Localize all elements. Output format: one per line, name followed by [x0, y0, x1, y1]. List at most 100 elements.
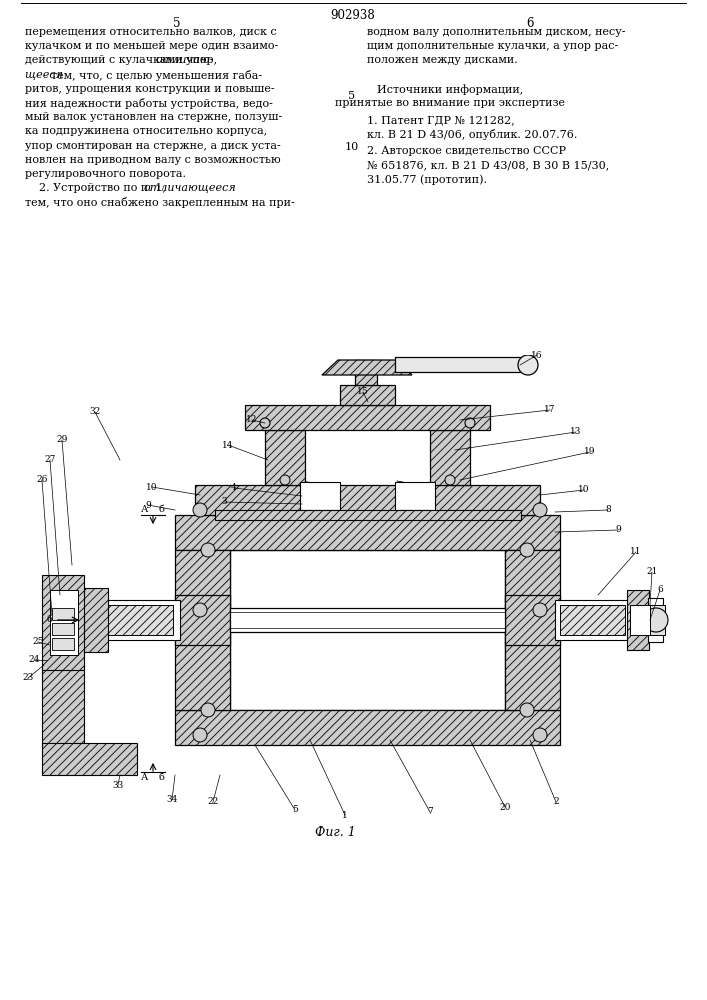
Text: отличаю-: отличаю-	[156, 55, 214, 65]
Text: 19: 19	[584, 448, 596, 456]
Bar	[505, 595, 560, 645]
Bar	[430, 430, 470, 485]
Bar	[395, 482, 435, 510]
Circle shape	[644, 608, 668, 632]
Circle shape	[193, 603, 207, 617]
Text: № 651876, кл. B 21 D 43/08, B 30 B 15/30,: № 651876, кл. B 21 D 43/08, B 30 B 15/30…	[367, 160, 609, 170]
Circle shape	[518, 355, 538, 375]
Text: 5: 5	[349, 91, 356, 101]
Bar	[648, 598, 663, 642]
Circle shape	[465, 418, 475, 428]
Text: тем, что, с целью уменьшения габа-: тем, что, с целью уменьшения габа-	[51, 70, 262, 81]
Text: 22: 22	[207, 798, 218, 806]
Bar	[230, 550, 505, 710]
Text: 11: 11	[630, 548, 642, 556]
Circle shape	[520, 703, 534, 717]
Text: новлен на приводном валу с возможностью: новлен на приводном валу с возможностью	[25, 155, 281, 165]
Text: ка подпружинена относительно корпуса,: ка подпружинена относительно корпуса,	[25, 126, 267, 136]
Circle shape	[533, 603, 547, 617]
Text: 17: 17	[544, 406, 556, 414]
Text: водном валу дополнительным диском, несу-: водном валу дополнительным диском, несу-	[367, 27, 626, 37]
Text: 902938: 902938	[331, 9, 375, 22]
Text: 34: 34	[166, 796, 177, 804]
Text: 32: 32	[89, 408, 100, 416]
Text: отличающееся: отличающееся	[144, 183, 236, 193]
Text: 5: 5	[173, 17, 181, 30]
Text: 9: 9	[145, 500, 151, 510]
Bar	[175, 515, 560, 550]
Text: 2. Устройство по п. 1,: 2. Устройство по п. 1,	[25, 183, 170, 193]
Bar	[215, 510, 521, 520]
Text: 12: 12	[246, 416, 257, 424]
Bar	[355, 360, 377, 385]
Polygon shape	[322, 360, 412, 375]
Text: ритов, упрощения конструкции и повыше-: ритов, упрощения конструкции и повыше-	[25, 84, 274, 94]
Bar	[42, 743, 137, 775]
Text: 5: 5	[292, 806, 298, 814]
Bar	[42, 665, 84, 745]
Text: А: А	[141, 504, 148, 514]
Text: кулачком и по меньшей мере один взаимо-: кулачком и по меньшей мере один взаимо-	[25, 41, 279, 51]
Bar	[42, 575, 84, 670]
Text: 2: 2	[553, 798, 559, 806]
Bar	[52, 608, 74, 620]
Text: Источники информации,: Источники информации,	[377, 84, 523, 95]
Bar	[265, 430, 305, 485]
Text: Фиг. 1: Фиг. 1	[315, 826, 356, 838]
Text: щим дополнительные кулачки, а упор рас-: щим дополнительные кулачки, а упор рас-	[367, 41, 618, 51]
Text: А: А	[141, 774, 148, 782]
Bar	[395, 357, 525, 372]
Bar	[340, 385, 395, 405]
Text: тем, что оно снабжено закрепленным на при-: тем, что оно снабжено закрепленным на пр…	[25, 197, 295, 208]
Text: 13: 13	[571, 428, 582, 436]
Polygon shape	[648, 605, 665, 635]
Text: 31.05.77 (прототип).: 31.05.77 (прототип).	[367, 175, 487, 185]
Text: б: б	[158, 504, 164, 514]
Text: 33: 33	[112, 780, 124, 790]
Bar	[627, 590, 649, 650]
Text: 4: 4	[231, 484, 237, 492]
Text: 23: 23	[23, 674, 34, 682]
Circle shape	[533, 503, 547, 517]
Text: регулировочного поворота.: регулировочного поворота.	[25, 169, 186, 179]
Text: 9: 9	[615, 526, 621, 534]
Text: мый валок установлен на стержне, ползуш-: мый валок установлен на стержне, ползуш-	[25, 112, 282, 122]
Bar	[630, 605, 650, 635]
Bar	[175, 710, 560, 745]
Text: ния надежности работы устройства, ведо-: ния надежности работы устройства, ведо-	[25, 98, 273, 109]
Text: 26: 26	[36, 476, 47, 485]
Circle shape	[201, 543, 215, 557]
Text: 6: 6	[657, 585, 663, 594]
Bar	[245, 405, 490, 430]
Bar	[195, 485, 540, 515]
Bar	[300, 482, 340, 510]
Bar	[505, 550, 560, 710]
Text: 2. Авторское свидетельство СССР: 2. Авторское свидетельство СССР	[367, 146, 566, 156]
Text: 14: 14	[222, 440, 234, 450]
Text: 24: 24	[28, 656, 40, 664]
Bar	[230, 608, 505, 632]
Text: 3: 3	[221, 497, 227, 506]
Text: 29: 29	[57, 436, 68, 444]
Bar	[108, 605, 173, 635]
Bar	[52, 623, 74, 635]
Text: 1. Патент ГДР № 121282,: 1. Патент ГДР № 121282,	[367, 115, 515, 125]
Circle shape	[201, 703, 215, 717]
Circle shape	[260, 418, 270, 428]
Text: 16: 16	[531, 351, 543, 360]
Text: упор смонтирован на стержне, а диск уста-: упор смонтирован на стержне, а диск уста…	[25, 141, 281, 151]
Text: действующий с кулачками упор,: действующий с кулачками упор,	[25, 55, 221, 65]
Text: 27: 27	[45, 456, 56, 464]
Bar	[175, 595, 230, 645]
Text: 20: 20	[499, 802, 510, 812]
Text: кл. B 21 D 43/06, опублик. 20.07.76.: кл. B 21 D 43/06, опублик. 20.07.76.	[367, 129, 578, 140]
Text: положен между дисками.: положен между дисками.	[367, 55, 518, 65]
Text: 7: 7	[427, 808, 433, 816]
Text: 1: 1	[342, 810, 348, 820]
Bar	[50, 590, 78, 655]
Text: щееся: щееся	[25, 70, 66, 80]
Text: б: б	[158, 774, 164, 782]
Text: 21: 21	[646, 568, 658, 576]
Bar	[555, 600, 630, 640]
Bar	[560, 605, 625, 635]
